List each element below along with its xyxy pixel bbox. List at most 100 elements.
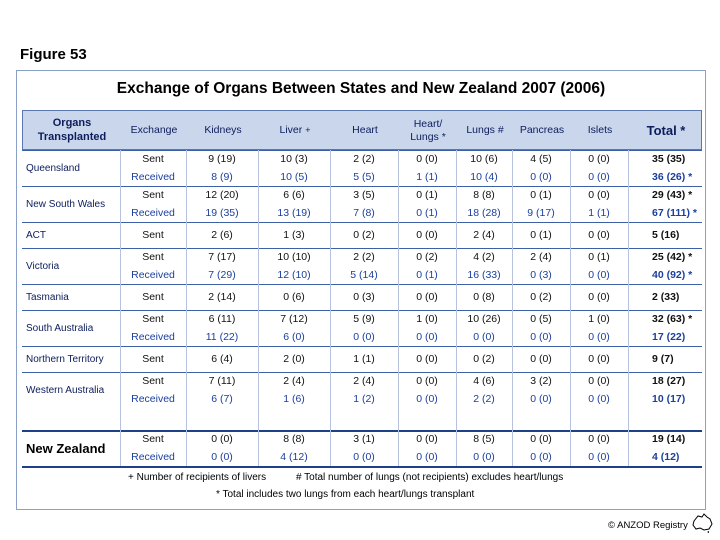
state-label: South Australia [26,322,94,334]
cell-exchange-sent: Sent [142,375,164,387]
column-divider [186,150,187,466]
cell-liver-received: 1 (6) [283,393,305,405]
cell-islets-received: 0 (0) [588,451,610,463]
cell-islets-received: 0 (0) [588,331,610,343]
header-heart: Heart [352,124,378,137]
cell-exchange-received: Received [131,171,175,183]
column-divider [398,150,399,466]
cell-islets-sent: 1 (0) [588,313,610,325]
header-heart-lungs: Heart/ Lungs * [410,117,446,143]
cell-lungs-received: 18 (28) [467,207,501,219]
row-separator [22,284,702,285]
header-liver: Liver + [259,111,331,151]
cell-lungs-sent: 0 (8) [473,291,495,303]
state-label: Queensland [26,162,80,174]
cell-total-received: 40 (92) * [652,269,693,281]
cell-heart-sent: 3 (5) [353,189,375,201]
table-header: Organs Transplanted Exchange Kidneys Liv… [22,110,702,150]
cell-total-sent: 2 (33) [652,291,680,303]
cell-total-sent: 9 (7) [652,353,674,365]
cell-pancreas-received: 0 (3) [530,269,552,281]
figure-label: Figure 53 [20,46,87,63]
cell-pancreas-received: 0 (0) [530,331,552,343]
cell-pancreas-received: 0 (0) [530,451,552,463]
cell-liver-received: 4 (12) [280,451,308,463]
cell-kidneys-sent: 6 (4) [211,353,233,365]
cell-total-sent: 25 (42) * [652,251,693,263]
cell-lungs-received: 0 (0) [473,331,495,343]
cell-pancreas-sent: 0 (1) [530,229,552,241]
cell-exchange-sent: Sent [142,251,164,263]
cell-exchange-received: Received [131,207,175,219]
cell-kidneys-received: 19 (35) [205,207,239,219]
cell-pancreas-sent: 4 (5) [530,153,552,165]
header-organs: Organs Transplanted [37,117,107,143]
row-separator [22,310,702,311]
state-label: New South Wales [26,198,106,210]
exchange-table: Organs Transplanted Exchange Kidneys Liv… [22,110,702,468]
cell-heart-lungs-received: 0 (1) [416,207,438,219]
cell-islets-sent: 0 (0) [588,433,610,445]
cell-heart-lungs-sent: 0 (2) [416,251,438,263]
cell-heart-lungs-sent: 0 (1) [416,189,438,201]
cell-exchange-sent: Sent [142,353,164,365]
cell-liver-sent: 0 (6) [283,291,305,303]
cell-kidneys-sent: 7 (11) [208,375,236,387]
state-label: New Zealand [26,440,106,456]
cell-heart-lungs-sent: 0 (0) [416,433,438,445]
cell-kidneys-received: 7 (29) [208,269,236,281]
cell-liver-sent: 2 (0) [283,353,305,365]
footnote-liver: + Number of recipients of livers [128,472,267,483]
column-divider [628,150,629,466]
cell-heart-sent: 0 (2) [353,229,375,241]
cell-islets-sent: 0 (0) [588,189,610,201]
cell-lungs-sent: 8 (8) [473,189,495,201]
cell-heart-received: 5 (14) [350,269,378,281]
table-bottom-border [22,466,702,468]
cell-liver-sent: 7 (12) [280,313,308,325]
cell-lungs-sent: 10 (26) [467,313,501,325]
cell-pancreas-received: 0 (0) [530,171,552,183]
state-label: Victoria [26,260,60,272]
header-islets: Islets [587,124,613,137]
cell-kidneys-sent: 12 (20) [205,189,239,201]
header-liver-label: Liver [279,124,303,137]
column-divider [512,150,513,466]
cell-kidneys-sent: 9 (19) [208,153,236,165]
cell-exchange-received: Received [131,331,175,343]
cell-heart-lungs-received: 0 (0) [416,331,438,343]
state-label: Tasmania [26,291,69,303]
cell-islets-received: 0 (0) [588,393,610,405]
cell-heart-received: 0 (0) [353,451,375,463]
cell-heart-lungs-sent: 0 (0) [416,153,438,165]
column-divider [570,150,571,466]
registry-credit: © ANZOD Registry [608,520,688,531]
cell-liver-sent: 1 (3) [283,229,305,241]
cell-pancreas-sent: 2 (4) [530,251,552,263]
cell-exchange-received: Received [131,393,175,405]
cell-kidneys-received: 11 (22) [205,331,239,343]
cell-liver-sent: 10 (3) [280,153,308,165]
cell-kidneys-received: 8 (9) [211,171,233,183]
cell-kidneys-received: 0 (0) [211,451,233,463]
cell-islets-received: 1 (1) [588,207,610,219]
cell-lungs-sent: 4 (6) [473,375,495,387]
cell-heart-lungs-received: 0 (1) [416,269,438,281]
cell-heart-received: 1 (2) [353,393,375,405]
header-kidneys: Kidneys [204,124,242,137]
cell-lungs-sent: 0 (2) [473,353,495,365]
cell-islets-sent: 0 (0) [588,153,610,165]
cell-heart-received: 5 (5) [353,171,375,183]
figure-frame [16,70,706,510]
cell-kidneys-sent: 2 (6) [211,229,233,241]
cell-islets-received: 0 (0) [588,269,610,281]
cell-liver-sent: 8 (8) [283,433,305,445]
cell-liver-received: 12 (10) [277,269,311,281]
cell-pancreas-sent: 0 (1) [530,189,552,201]
cell-total-sent: 19 (14) [652,433,686,445]
cell-liver-sent: 6 (6) [283,189,305,201]
header-exchange: Exchange [130,124,178,137]
cell-heart-received: 0 (0) [353,331,375,343]
cell-heart-lungs-received: 1 (1) [416,171,438,183]
cell-islets-sent: 0 (0) [588,229,610,241]
